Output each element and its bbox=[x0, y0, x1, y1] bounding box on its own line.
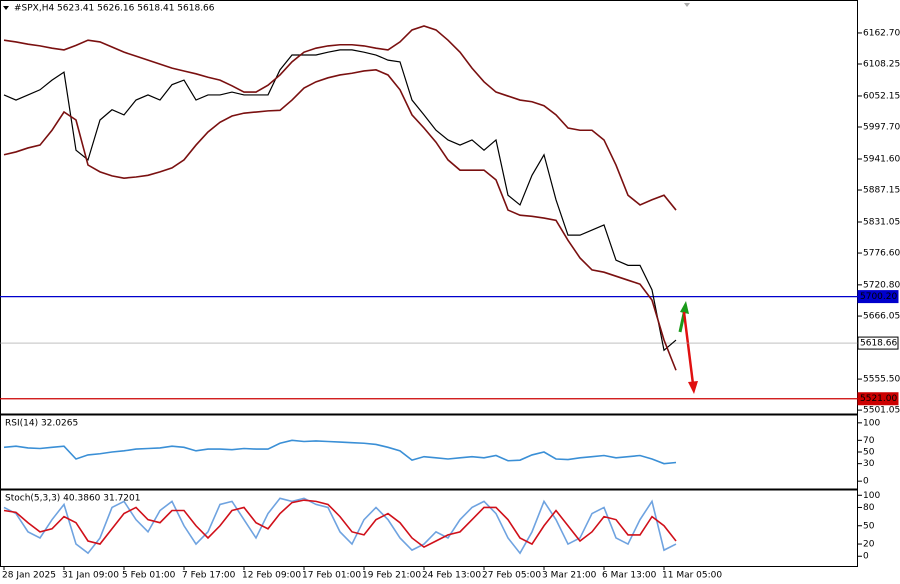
y-tick-label: 100 bbox=[863, 418, 880, 428]
y-tick-label: 6162.70 bbox=[863, 28, 900, 38]
x-tick-label: 6 Mar 13:00 bbox=[602, 571, 657, 581]
panel-title: RSI(14) 32.0265 bbox=[5, 419, 78, 429]
y-tick-label: 100 bbox=[863, 491, 880, 501]
y-tick-label: 6052.15 bbox=[863, 91, 900, 101]
y-tick-label: 0 bbox=[863, 552, 869, 562]
y-tick-label: 5666.05 bbox=[863, 312, 900, 322]
y-tick-label: 5887.15 bbox=[863, 186, 900, 196]
y-tick-label: 70 bbox=[863, 436, 875, 446]
series-line bbox=[3, 49, 677, 352]
x-tick-label: 12 Feb 09:00 bbox=[242, 571, 301, 581]
x-tick-label: 31 Jan 09:00 bbox=[62, 571, 119, 581]
x-tick-label: 27 Feb 05:00 bbox=[482, 571, 541, 581]
y-tick-label: 5720.80 bbox=[863, 280, 900, 290]
y-tick-label: 50 bbox=[863, 521, 875, 531]
level-label: 5521.00 bbox=[860, 394, 897, 404]
menu-triangle[interactable] bbox=[3, 6, 9, 10]
series-line bbox=[3, 439, 677, 465]
y-tick-label: 80 bbox=[863, 503, 875, 513]
series-line bbox=[3, 497, 677, 555]
x-tick-label: 28 Jan 2025 bbox=[2, 571, 56, 581]
y-tick-label: 0 bbox=[863, 477, 869, 487]
y-tick-label: 6108.25 bbox=[863, 59, 900, 69]
y-tick-label: 50 bbox=[863, 448, 875, 458]
y-tick-label: 20 bbox=[863, 540, 875, 550]
down-arrow bbox=[682, 311, 698, 394]
y-tick-label: 5997.70 bbox=[863, 123, 900, 133]
x-tick-label: 17 Feb 01:00 bbox=[302, 571, 361, 581]
x-tick-label: 7 Feb 17:00 bbox=[182, 571, 236, 581]
y-tick-label: 5941.60 bbox=[863, 154, 900, 164]
x-tick-label: 11 Mar 05:00 bbox=[662, 571, 722, 581]
frame bbox=[0, 0, 858, 567]
x-tick-label: 5 Feb 01:00 bbox=[122, 571, 176, 581]
x-tick-label: 3 Mar 21:00 bbox=[542, 571, 597, 581]
series-line bbox=[3, 69, 677, 371]
x-tick-label: 24 Feb 13:00 bbox=[422, 571, 481, 581]
chart-title: #SPX,H4 5623.41 5626.16 5618.41 5618.66 bbox=[14, 4, 215, 14]
level-label: 5700.20 bbox=[860, 292, 897, 302]
y-tick-label: 5776.60 bbox=[863, 249, 900, 259]
x-tick-label: 19 Feb 21:00 bbox=[362, 571, 421, 581]
scroll-marker bbox=[684, 3, 690, 7]
y-tick-label: 5501.05 bbox=[863, 406, 900, 416]
level-label: 5618.66 bbox=[860, 339, 897, 349]
y-tick-label: 5555.50 bbox=[863, 375, 900, 385]
level-label-box bbox=[857, 392, 899, 406]
series-line bbox=[3, 25, 677, 211]
level-label-box bbox=[857, 290, 899, 304]
y-tick-label: 5831.05 bbox=[863, 218, 900, 228]
panel-title: Stoch(5,3,3) 40.3860 31.7201 bbox=[5, 494, 140, 504]
series-line bbox=[3, 499, 677, 549]
level-label-box bbox=[857, 336, 899, 350]
y-tick-label: 30 bbox=[863, 459, 875, 469]
